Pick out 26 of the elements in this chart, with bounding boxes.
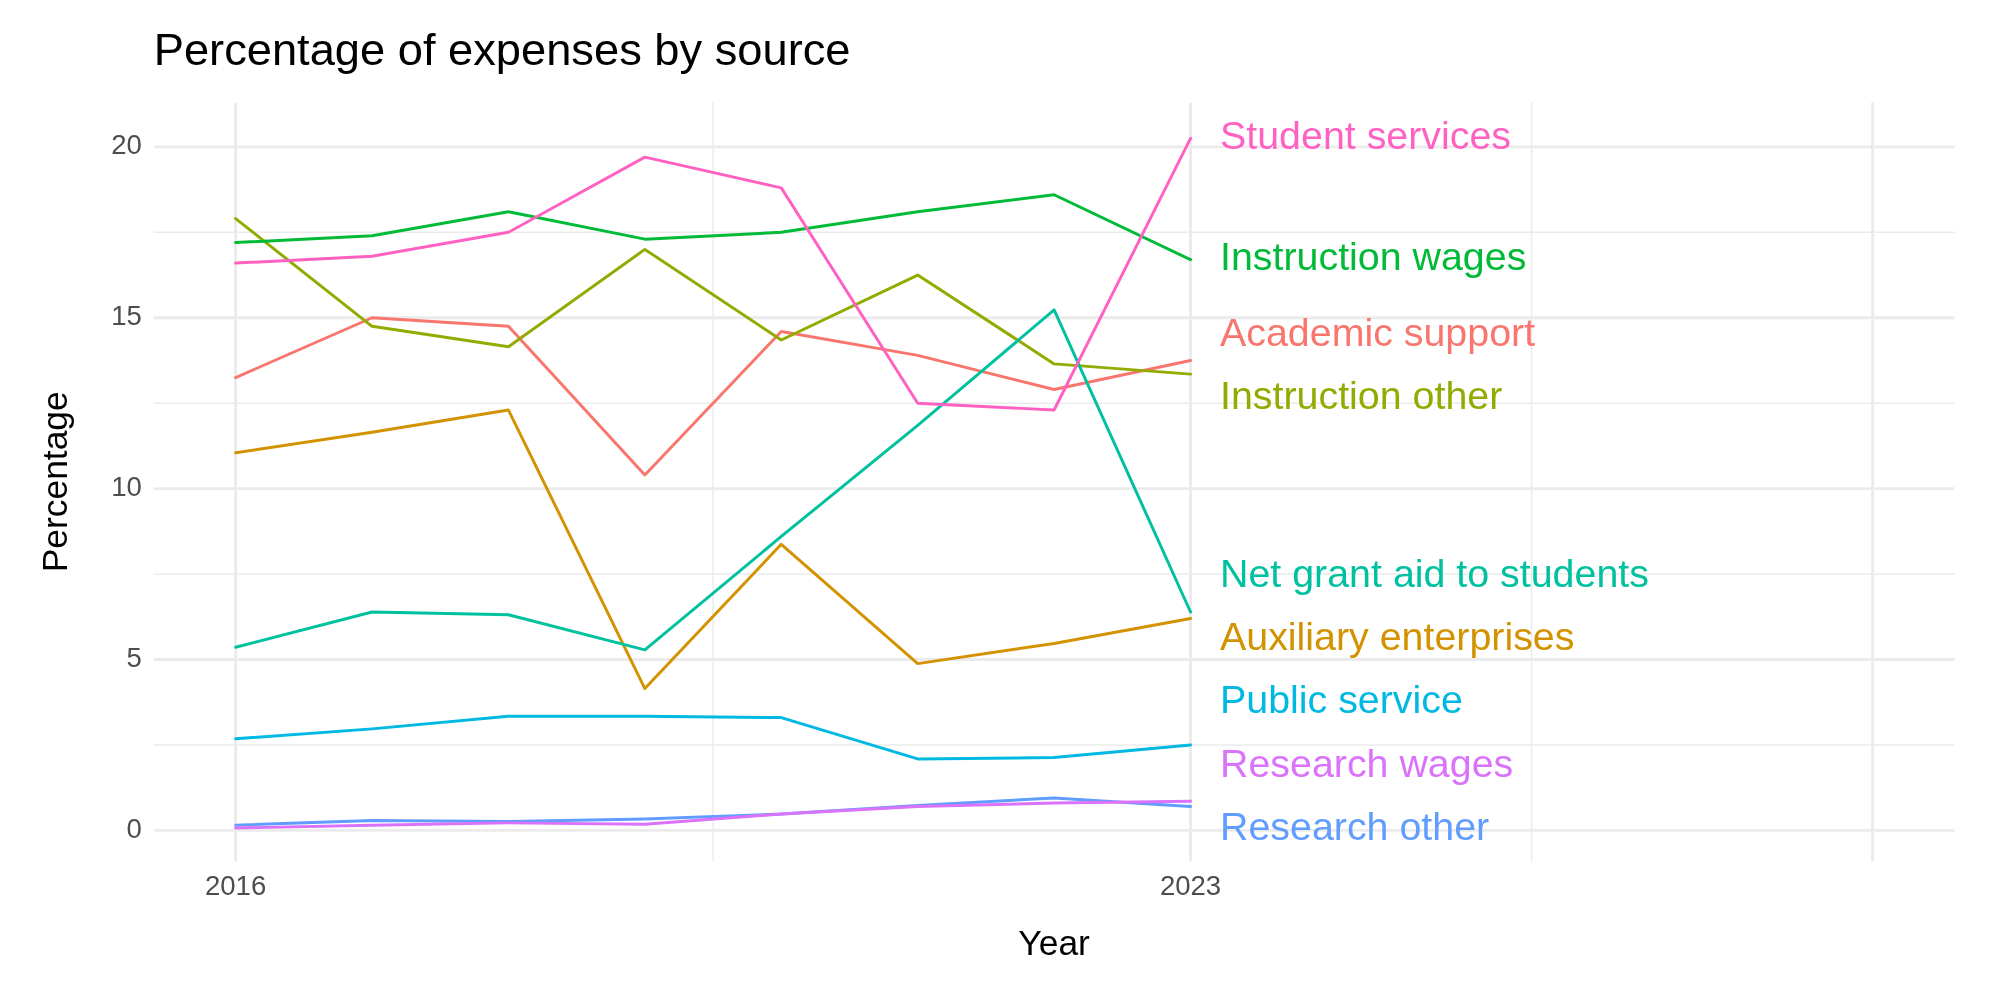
- line-series: [234, 714, 1193, 761]
- series-label: Research wages: [1220, 740, 1514, 785]
- x-axis-title: Year: [1018, 922, 1091, 963]
- line-series: [234, 308, 1193, 652]
- series-label: Student services: [1220, 112, 1512, 157]
- line-series: [234, 316, 1193, 477]
- x-tick-label: 2016: [204, 869, 267, 901]
- chart-title: Percentage of expenses by source: [153, 24, 851, 76]
- series-label: Public service: [1220, 677, 1463, 722]
- y-tick-label: 0: [126, 812, 142, 844]
- line-series: [234, 217, 1193, 376]
- y-tick-label: 5: [126, 641, 142, 673]
- line-series: [234, 193, 1193, 262]
- line-series: [234, 408, 1193, 691]
- line-series: [234, 136, 1193, 412]
- series-label: Auxiliary enterprises: [1220, 614, 1575, 659]
- x-tick-label: 2023: [1159, 869, 1222, 901]
- y-tick-label: 10: [111, 470, 142, 502]
- series-label: Instruction wages: [1220, 234, 1527, 279]
- series-label: Net grant aid to students: [1220, 551, 1649, 596]
- series-label: Research other: [1220, 803, 1490, 848]
- y-tick-label: 15: [111, 300, 142, 332]
- y-axis-title: Percentage: [35, 391, 76, 573]
- series-label: Instruction other: [1220, 373, 1503, 418]
- series-label: Academic support: [1220, 310, 1536, 355]
- y-tick-label: 20: [111, 129, 142, 161]
